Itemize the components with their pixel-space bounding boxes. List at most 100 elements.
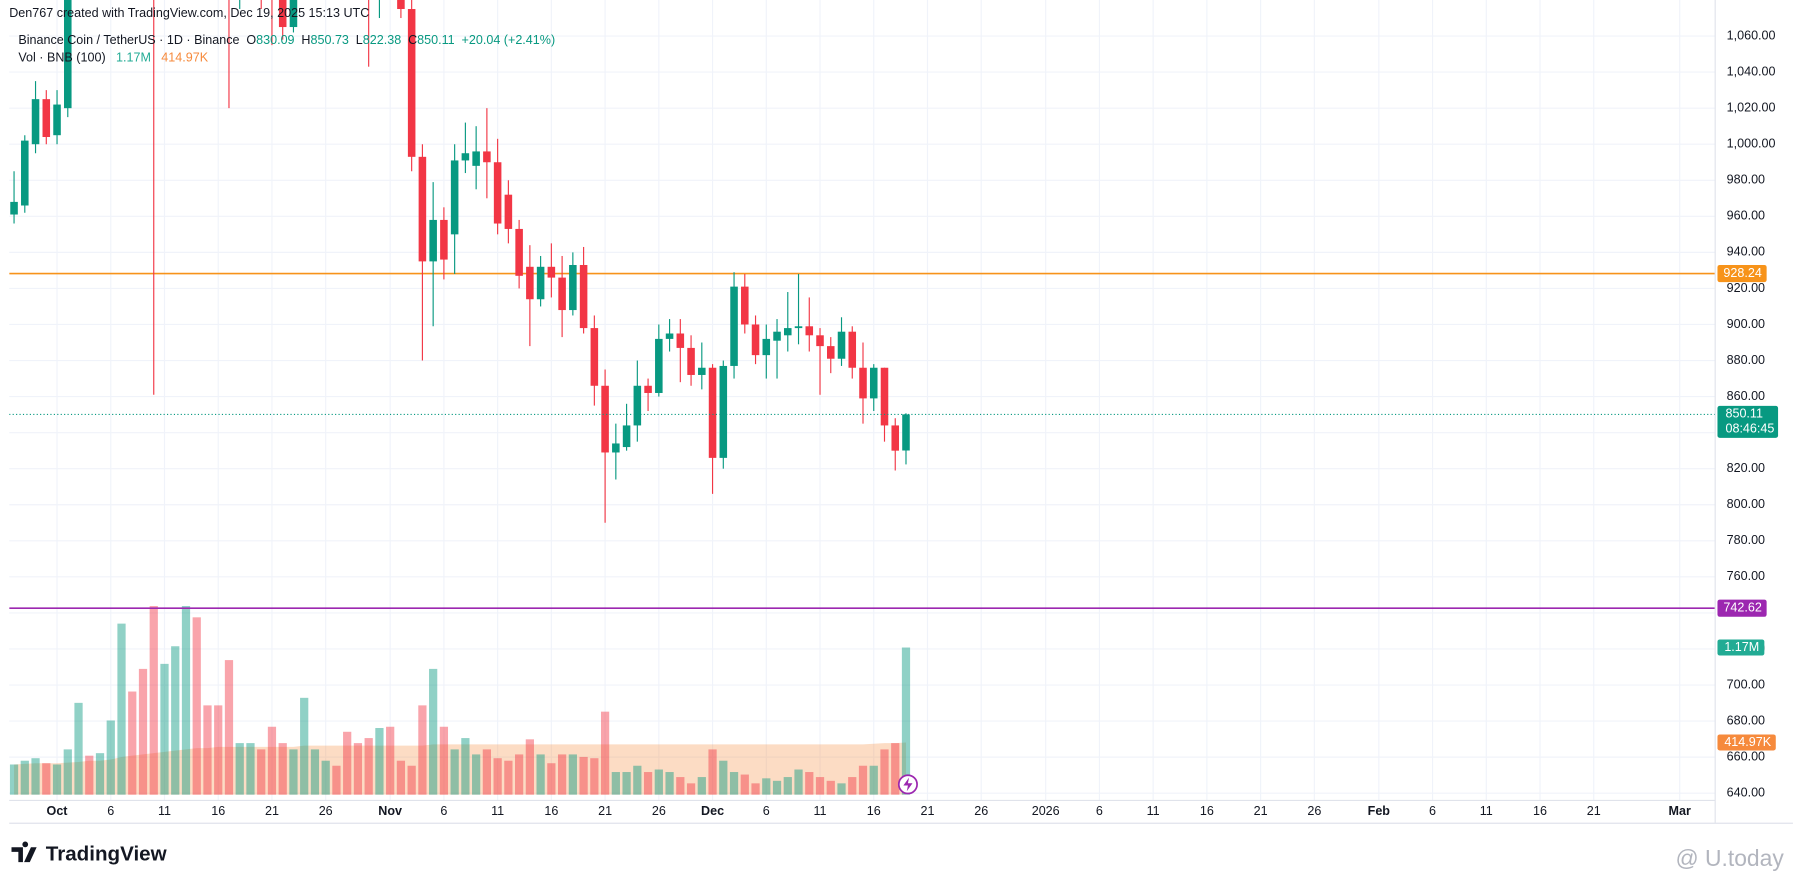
volume-bar (192, 617, 201, 795)
volume-bar (772, 780, 782, 795)
countdown: 08:46:45 (1725, 422, 1774, 436)
candle-body (440, 219, 448, 260)
grid (9, 0, 1716, 801)
candle-body (601, 385, 609, 453)
candle-body (515, 228, 523, 276)
candle-body (461, 153, 470, 161)
x-tick-label: 21 (1254, 804, 1268, 818)
volume-title: Vol · BNB (100) (18, 51, 105, 65)
y-tick-label: 880.00 (1727, 353, 1765, 367)
volume-bar (826, 780, 835, 795)
candle-body (676, 333, 685, 348)
candle-body (869, 367, 878, 399)
volume-bar (536, 754, 545, 795)
volume-bar (590, 758, 599, 795)
candle-body (21, 140, 29, 206)
watermark: @ U.today (1675, 845, 1784, 871)
volume-bar (504, 760, 513, 795)
volume-bar (805, 772, 814, 795)
candle-body (622, 425, 631, 448)
x-tick-label: Feb (1368, 804, 1391, 818)
volume-bar (42, 763, 51, 795)
x-tick-label: 26 (974, 804, 988, 818)
ohlc-label: H (301, 33, 310, 47)
x-tick-label: 6 (1429, 804, 1436, 818)
volume-bar (429, 668, 438, 795)
candle-body (902, 414, 910, 451)
candle-body (633, 385, 642, 426)
volume-bar (654, 769, 663, 795)
volume-bar (643, 772, 653, 795)
candle-body (536, 266, 545, 300)
volume-bar (74, 702, 83, 795)
alert-icon (897, 774, 918, 795)
candle-body (289, 0, 298, 28)
axes: 640.00660.00680.00700.00720.00740.00760.… (47, 28, 1779, 818)
volume-bar (332, 765, 341, 795)
candle-body (644, 385, 652, 393)
plot-area (9, 0, 1716, 795)
candle-body (773, 331, 781, 341)
volume-tag-label: 414.97K (1724, 735, 1771, 749)
volume-tag-label: 1.17M (1724, 640, 1759, 654)
volume-bar (364, 738, 373, 795)
candle-body (590, 328, 599, 386)
volume-ma-value: 414.97K (161, 51, 208, 65)
volume-bar (203, 705, 212, 795)
volume-bar (149, 606, 158, 795)
x-tick-label: 16 (867, 804, 881, 818)
volume-bar (686, 783, 696, 795)
volume-bar (224, 660, 234, 795)
volume-bar (375, 728, 384, 795)
volume-bar (633, 765, 642, 795)
volume-bar (783, 777, 792, 795)
x-tick-label: 11 (1147, 804, 1160, 818)
volume-bar (665, 772, 674, 795)
x-tick-label: 21 (920, 804, 934, 818)
candle-body (687, 347, 695, 375)
volume-bar (117, 623, 126, 795)
volume-bar (160, 663, 169, 795)
volume-bar (63, 749, 72, 795)
volume-bar (418, 705, 427, 795)
y-tick-label: 780.00 (1727, 533, 1765, 547)
x-tick-label: 6 (440, 804, 447, 818)
x-tick-label: 11 (158, 804, 171, 818)
volume-bar (461, 738, 470, 795)
candle-body (859, 367, 867, 399)
volume-bar (815, 777, 825, 795)
volume-bar (880, 749, 889, 795)
volume-bar (837, 783, 846, 795)
candle-body (504, 194, 513, 229)
volume-bar (85, 755, 94, 795)
volume-bar (128, 691, 137, 795)
volume-bar (343, 731, 352, 795)
volume-bar (848, 777, 857, 795)
candle-body (450, 160, 459, 235)
volume-bar (450, 749, 459, 795)
x-tick-label: 26 (652, 804, 666, 818)
volume-bar (257, 749, 266, 795)
y-tick-label: 800.00 (1727, 497, 1765, 511)
candle-body (64, 0, 72, 109)
volume-bar (278, 743, 287, 795)
volume-bar (9, 764, 19, 795)
volume-bar (568, 754, 577, 795)
y-tick-label: 640.00 (1727, 786, 1765, 800)
volume-bar (396, 760, 406, 795)
volume-legend: Vol · BNB (100) 1.17M 414.97K (18, 51, 208, 65)
x-tick-label: 21 (598, 804, 612, 818)
ohlc-value: 822.38 (363, 33, 401, 47)
candle-body (579, 264, 588, 329)
change: +20.04 (+2.41%) (462, 33, 556, 47)
x-tick-label: 16 (1200, 804, 1214, 818)
x-tick-label: 11 (813, 804, 826, 818)
volume-bar (106, 720, 115, 795)
volume-bar (181, 606, 191, 795)
candle-body (751, 324, 760, 356)
candle-body (472, 151, 480, 166)
candle-body (784, 328, 792, 336)
volume-bar (267, 726, 277, 795)
volume-bar (20, 760, 29, 795)
